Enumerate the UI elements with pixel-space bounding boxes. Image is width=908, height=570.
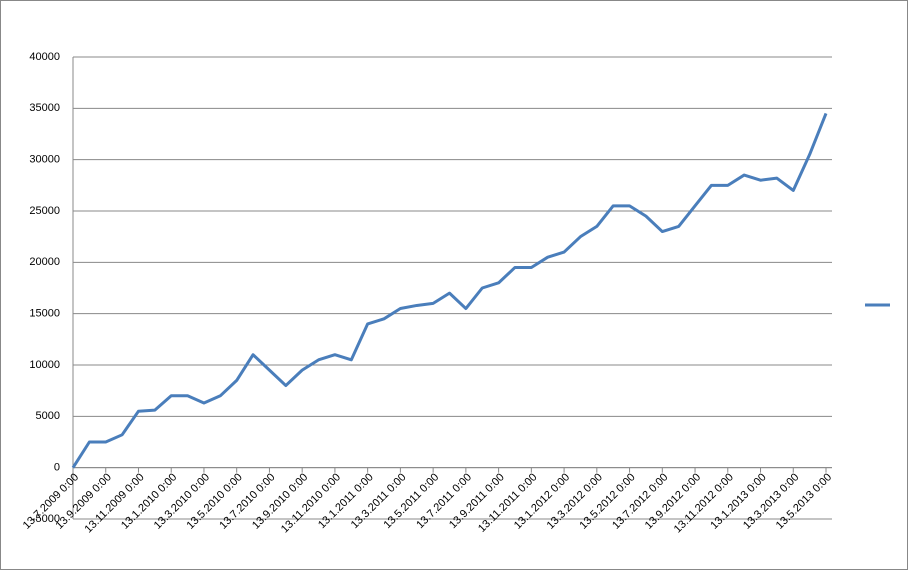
y-tick-label: 10000 bbox=[29, 359, 60, 371]
y-tick-label: 25000 bbox=[29, 205, 60, 217]
y-tick-label: 0 bbox=[54, 462, 60, 474]
data-line bbox=[71, 112, 828, 469]
y-tick-label: 20000 bbox=[29, 256, 60, 268]
y-tick-label: 40000 bbox=[29, 51, 60, 63]
y-tick-label: -5000 bbox=[32, 513, 60, 525]
y-tick-label: 15000 bbox=[29, 308, 60, 320]
y-tick-label: 30000 bbox=[29, 154, 60, 166]
y-tick-label: 35000 bbox=[29, 102, 60, 114]
y-tick-label: 5000 bbox=[36, 410, 60, 422]
